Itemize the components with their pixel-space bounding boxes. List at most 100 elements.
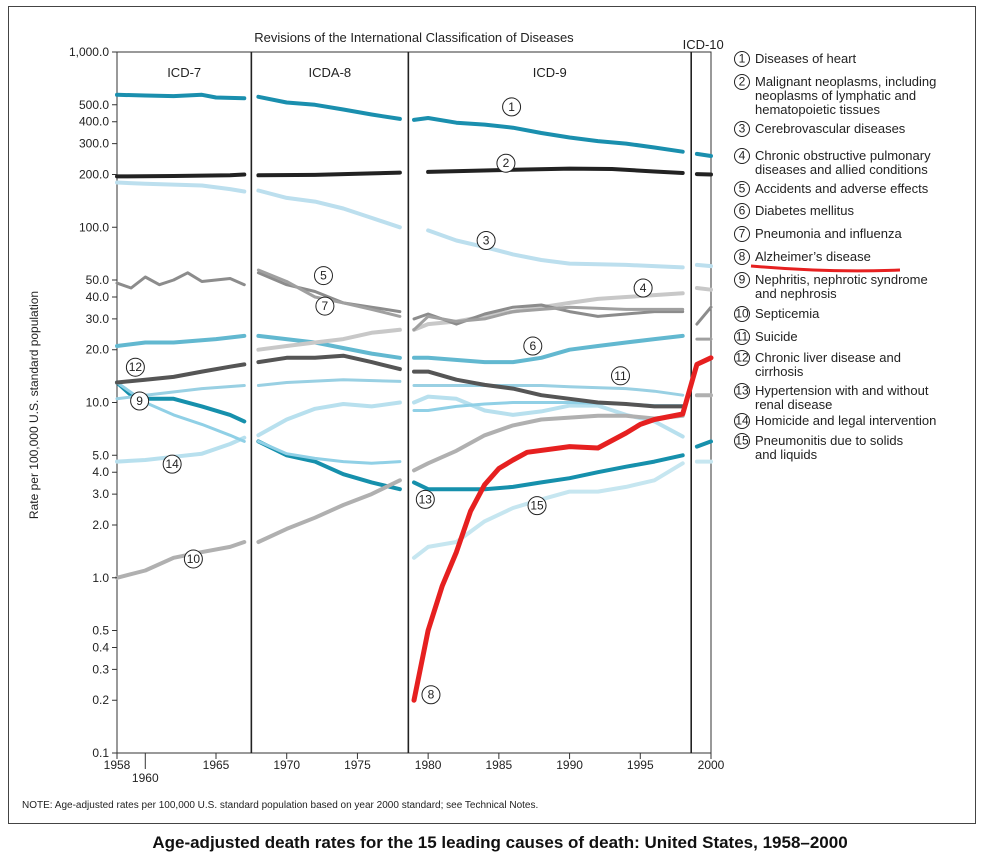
series-line-3 (115, 180, 247, 194)
series-label-3: 3 (476, 231, 496, 251)
series-label-number: 15 (530, 499, 544, 513)
series-label-circle (633, 278, 653, 298)
series-label-number: 5 (320, 269, 327, 283)
series-label-10: 10 (183, 549, 203, 569)
legend-number-circle (734, 181, 750, 197)
legend-label: Septicemia (755, 306, 820, 321)
legend-number-circle (734, 249, 750, 265)
y-tick-label: 100.0 (79, 220, 109, 234)
y-tick-label: 0.3 (92, 662, 109, 676)
y-tick-label: 20.0 (86, 343, 110, 357)
legend-label: Alzheimer’s disease (755, 249, 871, 264)
legend-number-circle (734, 433, 750, 449)
legend-number: 8 (739, 250, 746, 264)
y-tick-label: 10.0 (86, 396, 110, 410)
legend-number: 13 (735, 384, 749, 398)
series-label-5: 5 (313, 266, 333, 286)
series-line-5 (256, 271, 402, 314)
series-label-2: 2 (496, 153, 516, 173)
series-label-circle (523, 336, 543, 356)
legend-number-circle (734, 413, 750, 429)
legend-item-14: 14 Homicide and legal intervention (734, 413, 936, 429)
legend-item-5: 5 Accidents and adverse effects (734, 181, 929, 197)
figure-caption: Age-adjusted death rates for the 15 lead… (152, 833, 848, 852)
legend-number: 14 (735, 414, 749, 428)
series-label-4: 4 (633, 278, 653, 298)
y-tick-label: 1,000.0 (69, 45, 109, 59)
legend-number-circle (734, 306, 750, 322)
legend-item-1: 1 Diseases of heart (734, 51, 857, 67)
series-label-number: 14 (165, 457, 179, 471)
series-line-4 (694, 286, 713, 292)
series-label-circle (415, 489, 435, 509)
series-label-number: 1 (508, 100, 515, 114)
legend-label: Cerebrovascular diseases (755, 121, 906, 136)
legend-item-15: 15 Pneumonitis due to solids and liquids (734, 433, 904, 462)
series-label-7: 7 (315, 296, 335, 316)
series-label-13: 13 (415, 489, 435, 509)
series-label-number: 7 (322, 299, 329, 313)
legend-item-7: 7 Pneumonia and influenza (734, 226, 902, 242)
series-label-number: 11 (614, 369, 627, 383)
legend-number: 15 (735, 434, 749, 448)
x-tick-label: 1970 (273, 758, 300, 772)
series-line-12 (412, 369, 685, 409)
series-line-14 (115, 435, 247, 464)
series-label-6: 6 (523, 336, 543, 356)
legend-item-8: 8 Alzheimer’s disease (734, 249, 901, 273)
series-label-number: 6 (529, 339, 536, 353)
legend-label: Chronic liver disease and cirrhosis (755, 350, 901, 379)
series-label-number: 13 (419, 492, 433, 506)
x-tick-label: 1990 (556, 758, 583, 772)
series-label-number: 8 (428, 688, 435, 702)
legend-item-11: 11 Suicide (734, 329, 798, 345)
series-label-circle (183, 549, 203, 569)
series-line-2 (426, 166, 685, 175)
legend-number-circle (734, 203, 750, 219)
legend-number: 7 (739, 227, 746, 241)
x-tick-label: 2000 (698, 758, 725, 772)
legend-label: Nephritis, nephrotic syndrome and nephros… (755, 272, 928, 301)
legend-label: Malignant neoplasms, including neoplasms … (755, 74, 936, 117)
series-label-circle (125, 357, 145, 377)
y-axis-label: Rate per 100,000 U.S. standard populatio… (27, 291, 41, 519)
legend-label: Diabetes mellitus (755, 203, 854, 218)
series-line-3 (426, 228, 685, 270)
series-label-circle (162, 454, 182, 474)
series-line-2 (256, 170, 402, 178)
legend-number: 4 (739, 149, 746, 163)
series-line-7 (412, 305, 685, 332)
legend-item-9: 9 Nephritis, nephrotic syndrome and nephro… (734, 272, 928, 301)
y-tick-label: 5.0 (92, 448, 109, 462)
series-line-6 (115, 333, 247, 348)
legend-item-6: 6 Diabetes mellitus (734, 203, 854, 219)
legend-number: 5 (739, 182, 746, 196)
series-label-12: 12 (125, 357, 145, 377)
series-label-circle (502, 97, 522, 117)
legend-number-circle (734, 329, 750, 345)
series-label-number: 12 (129, 360, 143, 374)
series-line-2 (115, 172, 247, 179)
revision-label: ICDA-8 (309, 65, 352, 80)
series-lines (115, 92, 714, 703)
y-tick-label: 50.0 (86, 273, 110, 287)
series-label-15: 15 (527, 496, 547, 516)
series-label-number: 10 (187, 552, 201, 566)
legend-item-3: 3 Cerebrovascular diseases (734, 121, 906, 137)
chart-frame (8, 6, 976, 824)
legend-number-circle (734, 51, 750, 67)
legend-number-circle (734, 148, 750, 164)
series-label-number: 4 (640, 281, 647, 295)
series-label-circle (476, 231, 496, 251)
series-line-10 (412, 413, 685, 473)
x-tick-label: 1958 (104, 758, 131, 772)
series-line-13 (256, 439, 402, 492)
legend-item-4: 4 Chronic obstructive pulmonary diseases a… (734, 148, 931, 177)
revision-label: ICD-9 (533, 65, 567, 80)
series-line-10 (115, 540, 247, 580)
y-tick-label: 500.0 (79, 98, 109, 112)
legend-number: 9 (739, 273, 746, 287)
revision-dividers (250, 52, 693, 753)
legend-number-circle (734, 383, 750, 399)
revision-labels: ICD-7 ICDA-8 ICD-9 ICD-10 (167, 37, 724, 80)
